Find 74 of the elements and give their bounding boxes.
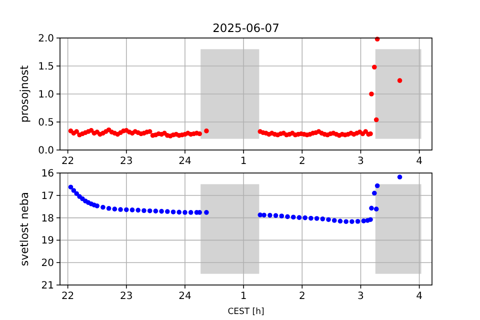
point — [368, 217, 373, 222]
x-tick-label: 24 — [178, 291, 192, 302]
x-tick-label: 3 — [358, 291, 364, 302]
point — [112, 206, 118, 212]
point — [374, 206, 379, 212]
x-tick-label: 1 — [240, 156, 247, 167]
point — [369, 206, 374, 211]
point — [147, 208, 152, 214]
point — [326, 217, 331, 222]
point — [106, 206, 112, 211]
y-tick-label: 21 — [41, 280, 54, 292]
x-tick-label: 2 — [298, 156, 306, 167]
y-tick-label: 1.0 — [38, 90, 54, 100]
point — [361, 218, 366, 224]
x-tick-label: 22 — [61, 291, 74, 302]
y-tick-label: 16 — [41, 168, 54, 180]
y-tick-label: 19 — [41, 236, 54, 247]
point — [68, 184, 74, 190]
point — [302, 215, 308, 220]
point — [71, 188, 76, 193]
chart-title: 2025-06-07 — [212, 21, 280, 35]
x-tick-label: 4 — [416, 156, 422, 167]
point — [320, 216, 326, 222]
y-tick-label: 2.0 — [38, 34, 54, 44]
point — [74, 191, 79, 196]
y-tick-label: 20 — [41, 258, 54, 270]
x-tick-label: 2 — [298, 291, 306, 302]
point — [338, 218, 343, 224]
point — [188, 210, 194, 215]
point — [344, 219, 348, 224]
point — [285, 214, 290, 220]
point — [118, 207, 123, 212]
y-tick-label: 0.5 — [38, 118, 54, 128]
x-tick-label: 23 — [120, 291, 133, 302]
point — [279, 214, 284, 218]
point — [273, 213, 278, 218]
point — [130, 208, 135, 212]
point — [124, 207, 129, 212]
point — [397, 174, 402, 180]
point — [182, 210, 188, 215]
x-tick-label: 1 — [240, 291, 247, 302]
point — [355, 218, 360, 224]
point — [314, 216, 320, 221]
x-tick-label: 22 — [61, 156, 74, 167]
y-axis-title: svetlost neba — [18, 192, 31, 266]
y-tick-label: 0.0 — [38, 146, 54, 156]
x-tick-label: 3 — [358, 156, 364, 167]
y-tick-label: 1.5 — [38, 62, 54, 72]
point — [332, 218, 337, 223]
point — [165, 209, 170, 214]
point — [136, 208, 141, 213]
point — [374, 183, 380, 188]
y-tick-label: 18 — [41, 213, 54, 224]
point — [296, 215, 302, 220]
point — [268, 212, 272, 218]
point — [142, 208, 146, 214]
point — [159, 208, 164, 214]
point — [290, 214, 296, 220]
x-axis-title: CEST [h] — [228, 307, 264, 317]
point — [170, 210, 176, 214]
x-tick-label: 23 — [120, 156, 133, 167]
point — [350, 219, 354, 224]
point — [153, 208, 158, 214]
point — [308, 216, 314, 221]
x-tick-label: 24 — [178, 156, 192, 167]
x-tick-label: 4 — [416, 291, 422, 302]
y-tick-label: 17 — [41, 190, 54, 202]
point — [94, 204, 100, 208]
point — [262, 212, 266, 218]
point — [176, 210, 182, 215]
point — [100, 204, 106, 210]
y-axis-title: prosojnost — [18, 64, 31, 123]
point — [372, 190, 377, 196]
point — [204, 210, 209, 215]
